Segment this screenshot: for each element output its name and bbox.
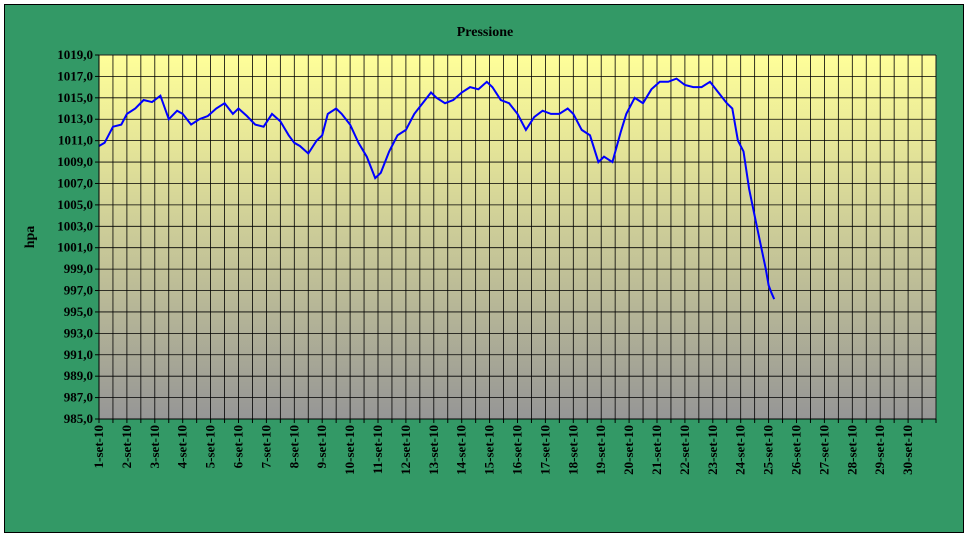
y-tick-label: 991,0: [64, 347, 93, 362]
x-tick-label: 27-set-10: [816, 425, 831, 475]
y-tick-label: 1017,0: [57, 68, 93, 83]
x-tick-label: 23-set-10: [705, 425, 720, 475]
x-tick-label: 14-set-10: [454, 425, 469, 475]
y-tick-label: 995,0: [64, 304, 93, 319]
x-tick-label: 30-set-10: [900, 425, 915, 475]
x-tick-label: 6-set-10: [231, 425, 246, 468]
x-tick-label: 25-set-10: [761, 425, 776, 475]
y-tick-label: 1019,0: [57, 47, 93, 62]
x-tick-label: 13-set-10: [426, 425, 441, 475]
gridlines: [98, 54, 937, 420]
y-tick-label: 1009,0: [57, 154, 93, 169]
x-tick-label: 9-set-10: [314, 425, 329, 468]
y-tick-label: 987,0: [64, 390, 93, 405]
x-tick-label: 1-set-10: [91, 425, 106, 468]
x-tick-label: 10-set-10: [342, 425, 357, 475]
y-tick-label: 985,0: [64, 411, 93, 426]
y-tick-label: 1001,0: [57, 240, 93, 255]
x-tick-label: 22-set-10: [677, 425, 692, 475]
x-tick-label: 18-set-10: [565, 425, 580, 475]
y-tick-label: 1005,0: [57, 197, 93, 212]
y-tick-label: 999,0: [64, 261, 93, 276]
x-tick-label: 2-set-10: [119, 425, 134, 468]
y-tick-label: 1011,0: [58, 133, 93, 148]
y-axis-label: hpa: [23, 226, 38, 249]
x-tick-label: 28-set-10: [844, 425, 859, 475]
x-tick-label: 5-set-10: [203, 425, 218, 468]
x-tick-label: 19-set-10: [593, 425, 608, 475]
x-tick-label: 3-set-10: [147, 425, 162, 468]
x-tick-label: 12-set-10: [398, 425, 413, 475]
x-tick-label: 8-set-10: [286, 425, 301, 468]
y-tick-label: 997,0: [64, 283, 93, 298]
y-tick-label: 1007,0: [57, 175, 93, 190]
x-tick-label: 4-set-10: [175, 425, 190, 468]
pressure-series-line: [98, 77, 776, 300]
y-tick-label: 1013,0: [57, 111, 93, 126]
x-tick-label: 11-set-10: [370, 425, 385, 474]
y-tick-label: 1015,0: [57, 90, 93, 105]
x-tick-label: 26-set-10: [789, 425, 804, 475]
y-tick-label: 993,0: [64, 325, 93, 340]
x-tick-label: 16-set-10: [510, 425, 525, 475]
x-tick-label: 7-set-10: [258, 425, 273, 468]
y-axis-ticks: 1019,0 1017,0 1015,0 1013,0 1011,0 1009,0 1007…: [57, 47, 99, 426]
y-tick-label: 1003,0: [57, 218, 93, 233]
x-tick-label: 29-set-10: [872, 425, 887, 475]
chart-title: Pressione: [457, 25, 514, 40]
x-tick-label: 20-set-10: [621, 425, 636, 475]
x-tick-label: 17-set-10: [537, 425, 552, 475]
x-tick-label: 24-set-10: [733, 425, 748, 475]
x-tick-label: 21-set-10: [649, 425, 664, 475]
x-axis-ticks: 1-set-10 2-set-10 3-set-10 4-set-10 5-set-10…: [91, 419, 937, 475]
x-tick-label: 15-set-10: [482, 425, 497, 475]
y-tick-label: 989,0: [64, 368, 93, 383]
